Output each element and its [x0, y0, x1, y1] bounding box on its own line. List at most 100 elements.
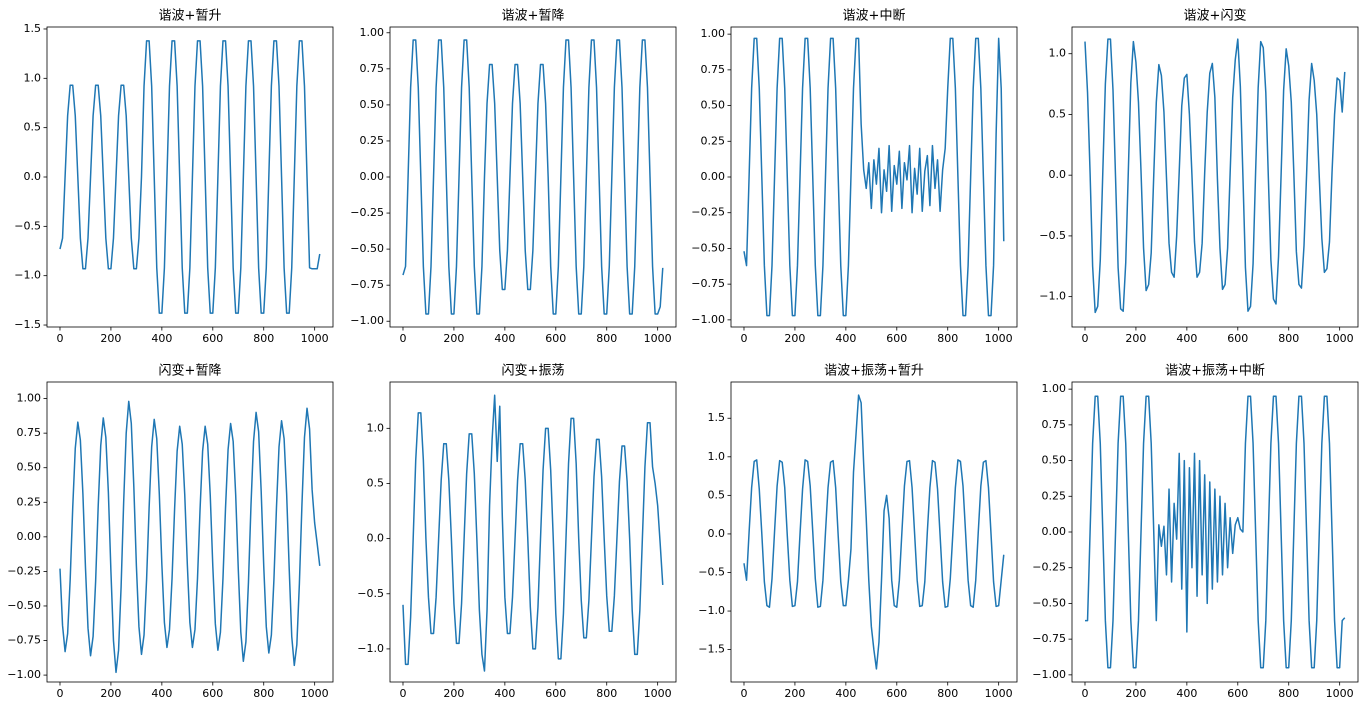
x-tick-label: 400 [151, 687, 172, 700]
x-tick-label: 800 [596, 332, 617, 345]
x-tick-label: 600 [202, 332, 223, 345]
x-tick-label: 200 [1125, 687, 1146, 700]
y-tick-label: 1.00 [1042, 382, 1067, 395]
x-tick-label: 1000 [301, 687, 329, 700]
chart-title: 谐波+暂升 [159, 9, 222, 24]
x-tick-label: 400 [494, 332, 515, 345]
y-tick-label: 1.00 [701, 27, 726, 40]
x-tick-label: 600 [545, 332, 566, 345]
axes-frame [389, 26, 677, 328]
y-tick-label: −1.0 [698, 604, 725, 617]
y-tick-label: −1.00 [1032, 668, 1066, 681]
y-tick-label: −0.50 [350, 242, 384, 255]
y-tick-label: 0.5 [367, 476, 385, 489]
y-tick-label: 0.5 [1049, 107, 1067, 120]
x-tick-label: 400 [1176, 332, 1197, 345]
signal-line [1084, 38, 1346, 314]
y-tick-label: 1.0 [367, 421, 385, 434]
x-tick-label: 1000 [1326, 687, 1354, 700]
y-tick-label: 0.75 [1042, 418, 1067, 431]
x-tick-label: 0 [1081, 332, 1088, 345]
axes-frame [389, 381, 677, 683]
y-tick-label: 0.25 [701, 134, 726, 147]
y-tick-label: −0.50 [691, 241, 725, 254]
signal-line [59, 400, 321, 674]
x-tick-label: 1000 [985, 687, 1013, 700]
y-tick-label: 0.75 [360, 62, 385, 75]
chart-title: 谐波+暂降 [502, 9, 565, 24]
y-tick-label: −0.25 [1032, 561, 1066, 574]
y-tick-label: −0.75 [350, 278, 384, 291]
x-tick-label: 0 [1081, 687, 1088, 700]
x-tick-label: 600 [545, 687, 566, 700]
y-tick-label: −1.00 [7, 668, 41, 681]
x-tick-label: 800 [1278, 332, 1299, 345]
x-tick-label: 600 [886, 332, 907, 345]
x-tick-label: 200 [100, 332, 121, 345]
y-tick-label: −1.5 [14, 318, 41, 331]
y-tick-label: 1.5 [708, 411, 726, 424]
x-tick-label: 0 [399, 687, 406, 700]
x-tick-label: 800 [937, 687, 958, 700]
y-tick-label: 0.0 [1049, 168, 1067, 181]
y-tick-label: −0.75 [7, 634, 41, 647]
x-tick-label: 200 [784, 332, 805, 345]
x-tick-label: 200 [100, 687, 121, 700]
chart-title: 闪变+暂降 [159, 363, 222, 379]
axes-frame [730, 26, 1018, 328]
y-tick-label: 0.5 [708, 488, 726, 501]
y-tick-label: 0.25 [17, 495, 42, 508]
y-tick-label: 1.0 [708, 450, 726, 463]
x-tick-label: 800 [596, 687, 617, 700]
y-tick-label: −0.50 [1032, 596, 1066, 609]
x-tick-label: 600 [202, 687, 223, 700]
y-tick-label: −1.00 [691, 313, 725, 326]
y-tick-label: 1.5 [24, 22, 42, 35]
x-tick-label: 400 [494, 687, 515, 700]
y-tick-label: −0.25 [691, 206, 725, 219]
y-tick-label: −1.00 [350, 314, 384, 327]
x-tick-label: 0 [56, 687, 63, 700]
axes-frame [1071, 381, 1359, 683]
y-tick-label: −0.75 [1032, 632, 1066, 645]
y-tick-label: −0.5 [698, 565, 725, 578]
x-tick-label: 800 [253, 687, 274, 700]
y-tick-label: −1.0 [357, 642, 384, 655]
x-tick-label: 800 [1278, 687, 1299, 700]
x-tick-label: 1000 [644, 332, 672, 345]
y-tick-label: 1.00 [360, 26, 385, 39]
x-tick-label: 600 [886, 687, 907, 700]
x-tick-label: 1000 [1326, 332, 1354, 345]
y-tick-label: −1.0 [14, 269, 41, 282]
y-tick-label: 0.00 [360, 170, 385, 183]
chart-title: 谐波+振荡+中断 [1165, 364, 1265, 379]
x-tick-label: 200 [784, 687, 805, 700]
x-tick-label: 400 [1176, 687, 1197, 700]
x-tick-label: 400 [835, 332, 856, 345]
chart-title: 谐波+中断 [843, 9, 906, 24]
y-tick-label: 0.00 [1042, 525, 1067, 538]
y-tick-label: 0.00 [701, 170, 726, 183]
chart-title: 闪变+振荡 [502, 363, 565, 379]
y-tick-label: −0.25 [350, 206, 384, 219]
y-tick-label: −0.5 [357, 587, 384, 600]
y-tick-label: 0.5 [24, 121, 42, 134]
y-tick-label: −0.25 [7, 564, 41, 577]
signal-line [402, 39, 664, 315]
y-tick-label: 0.50 [360, 98, 385, 111]
y-tick-label: 0.0 [708, 527, 726, 540]
y-tick-label: 1.0 [1049, 47, 1067, 60]
y-tick-label: 1.0 [24, 71, 42, 84]
x-tick-label: 0 [740, 687, 747, 700]
axes-frame [730, 381, 1018, 683]
x-tick-label: 0 [740, 332, 747, 345]
y-tick-label: −1.5 [698, 643, 725, 656]
y-tick-label: 0.50 [17, 461, 42, 474]
x-tick-label: 200 [443, 332, 464, 345]
signal-line [402, 394, 664, 672]
x-tick-label: 800 [253, 332, 274, 345]
y-tick-label: 0.75 [701, 63, 726, 76]
x-tick-label: 200 [1125, 332, 1146, 345]
y-tick-label: −0.5 [14, 219, 41, 232]
